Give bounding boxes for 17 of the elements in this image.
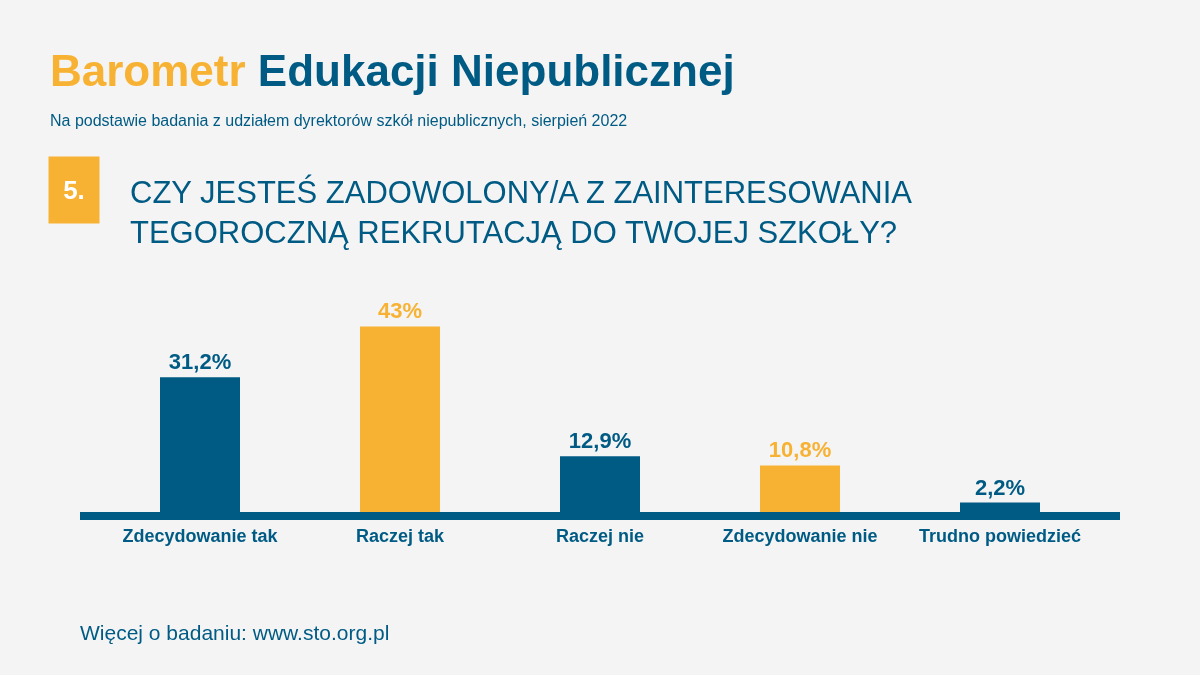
- data-label: 12,9%: [568, 428, 632, 454]
- x-tick-label: Raczej nie: [555, 525, 645, 546]
- x-tick-label: Raczej tak: [355, 525, 446, 546]
- x-tick-label: Trudno powiedzieć: [918, 525, 1082, 546]
- data-label: 10,8%: [768, 437, 832, 463]
- chart-subtitle: Na podstawie badania z udziałem dyrektorów szkół niepublicznych, sierpień 2022: [50, 112, 628, 129]
- data-label: 31,2%: [168, 349, 232, 375]
- text: Więcej o badaniu: www.sto.org.pl: [80, 621, 390, 644]
- x-tick-label: Zdecydowanie nie: [722, 525, 878, 546]
- bar: [360, 326, 440, 512]
- text: 5.: [63, 175, 85, 205]
- text: CZY JESTEŚ ZADOWOLONY/A Z ZAINTERESOWANIA TEGOROCZNĄ REKRUTACJĄ DO TWOJEJ SZKOŁY?: [130, 174, 913, 251]
- bar: [760, 465, 840, 512]
- data-label: 43%: [377, 298, 423, 324]
- data-label: 2,2%: [974, 474, 1026, 500]
- x-tick-label: Zdecydowanie tak: [122, 525, 279, 546]
- chart-title: Barometr Edukacji Niepublicznej: [50, 46, 735, 95]
